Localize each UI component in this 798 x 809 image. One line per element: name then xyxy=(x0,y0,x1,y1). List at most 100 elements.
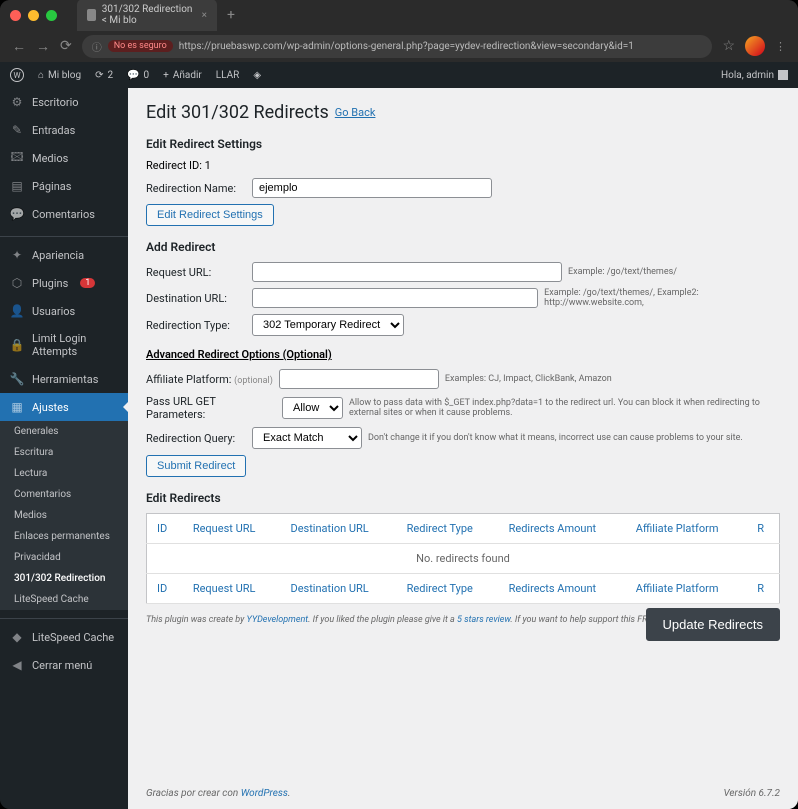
litespeed-icon[interactable]: ◈ xyxy=(253,70,261,81)
browser-menu-icon[interactable]: ⋮ xyxy=(775,40,786,53)
redir-query-select[interactable]: Exact Match xyxy=(252,427,362,449)
menu-label: Páginas xyxy=(32,180,71,193)
sidebar-subitem[interactable]: Lectura xyxy=(0,463,128,484)
minimize-window[interactable] xyxy=(28,10,39,21)
table-header[interactable]: Destination URL xyxy=(280,574,396,604)
browser-tab[interactable]: 301/302 Redirection < Mi blo × xyxy=(77,0,217,31)
pass-get-select[interactable]: Allow xyxy=(282,397,343,419)
request-url-input[interactable] xyxy=(252,262,562,282)
sidebar-item[interactable]: ▤ Páginas xyxy=(0,172,128,200)
menu-icon: ▤ xyxy=(10,179,24,193)
sidebar-subitem[interactable]: Enlaces permanentes xyxy=(0,526,128,547)
table-header[interactable]: ID xyxy=(147,514,183,544)
close-window[interactable] xyxy=(10,10,21,21)
insecure-badge: No es seguro xyxy=(108,40,173,52)
sidebar-item[interactable]: ⚙Escritorio xyxy=(0,88,128,116)
sidebar-item[interactable]: ◀Cerrar menú xyxy=(0,651,128,679)
menu-label: Entradas xyxy=(32,124,75,137)
updates-link[interactable]: ⟳ 2 xyxy=(95,70,113,81)
menu-label: Limit Login Attempts xyxy=(32,332,118,358)
table-header[interactable]: Affiliate Platform xyxy=(626,574,747,604)
llar-link[interactable]: LLAR xyxy=(216,70,240,81)
menu-label: Apariencia xyxy=(32,249,84,262)
menu-icon: ✎ xyxy=(10,123,24,137)
sidebar-item[interactable]: ✦Apariencia xyxy=(0,241,128,269)
redirect-id-label: Redirect ID: 1 xyxy=(146,159,211,172)
redirects-table: IDRequest URLDestination URLRedirect Typ… xyxy=(146,513,780,604)
sidebar-item[interactable]: 🔧Herramientas xyxy=(0,365,128,393)
maximize-window[interactable] xyxy=(46,10,57,21)
redirection-name-input[interactable] xyxy=(252,178,492,198)
sidebar-subitem[interactable]: 301/302 Redirection xyxy=(0,568,128,589)
redir-query-label: Redirection Query: xyxy=(146,432,246,445)
menu-label: Plugins xyxy=(32,277,68,290)
menu-icon: 🔒 xyxy=(10,338,24,352)
sidebar-subitem[interactable]: Privacidad xyxy=(0,547,128,568)
site-link[interactable]: ⌂ Mi blog xyxy=(38,70,81,81)
menu-icon: 👤 xyxy=(10,304,24,318)
sidebar-subitem[interactable]: LiteSpeed Cache xyxy=(0,589,128,610)
back-icon[interactable]: ← xyxy=(12,38,26,55)
table-header[interactable]: Redirects Amount xyxy=(499,514,626,544)
wordpress-link[interactable]: WordPress xyxy=(241,788,288,799)
affiliate-hint: Examples: CJ, Impact, ClickBank, Amazon xyxy=(445,374,612,384)
url-field[interactable]: ⓘ No es seguro https://pruebaswp.com/wp-… xyxy=(82,35,713,58)
wp-logo-icon[interactable]: W xyxy=(10,68,24,82)
new-tab-button[interactable]: + xyxy=(219,3,243,27)
menu-label: Comentarios xyxy=(32,208,95,221)
sidebar-subitem[interactable]: Escritura xyxy=(0,442,128,463)
avatar-icon xyxy=(778,70,788,80)
admin-sidebar: ⚙Escritorio ✎ Entradas 🖾Medios ▤ Páginas 💬Come… xyxy=(0,88,128,809)
update-redirects-button[interactable]: Update Redirects xyxy=(646,608,780,641)
add-new-link[interactable]: + Añadir xyxy=(163,70,202,81)
forward-icon[interactable]: → xyxy=(36,38,50,55)
table-header[interactable]: R xyxy=(747,574,779,604)
affiliate-input[interactable] xyxy=(279,369,439,389)
table-header[interactable]: ID xyxy=(147,574,183,604)
dest-url-input[interactable] xyxy=(252,288,538,308)
menu-icon: ◀ xyxy=(10,658,24,672)
sidebar-item[interactable]: 👤Usuarios xyxy=(0,297,128,325)
dest-url-hint: Example: /go/text/themes/, Example2: htt… xyxy=(544,288,780,308)
wp-footer: Gracias por crear con WordPress. Versión… xyxy=(128,778,798,809)
version-label: Versión 6.7.2 xyxy=(723,788,780,799)
redirection-name-label: Redirection Name: xyxy=(146,182,246,195)
table-header[interactable]: Affiliate Platform xyxy=(626,514,747,544)
sidebar-subitem[interactable]: Medios xyxy=(0,505,128,526)
sidebar-item[interactable]: ⬡Plugins1 xyxy=(0,269,128,297)
badge: 1 xyxy=(80,278,95,288)
sidebar-item[interactable]: ▦Ajustes xyxy=(0,393,128,421)
request-url-hint: Example: /go/text/themes/ xyxy=(568,267,677,277)
sidebar-item[interactable]: 🔒 Limit Login Attempts xyxy=(0,325,128,365)
edit-settings-button[interactable]: Edit Redirect Settings xyxy=(146,204,274,226)
submit-redirect-button[interactable]: Submit Redirect xyxy=(146,455,246,477)
pass-get-label: Pass URL GET Parameters: xyxy=(146,395,276,421)
table-header[interactable]: Redirects Amount xyxy=(499,574,626,604)
sidebar-item[interactable]: ◆LiteSpeed Cache xyxy=(0,623,128,651)
sidebar-item[interactable]: 💬Comentarios xyxy=(0,200,128,228)
table-header[interactable]: Redirect Type xyxy=(397,574,499,604)
sidebar-item[interactable]: 🖾Medios xyxy=(0,144,128,172)
sidebar-item[interactable]: ✎ Entradas xyxy=(0,116,128,144)
account-link[interactable]: Hola, admin xyxy=(721,70,788,81)
redir-type-select[interactable]: 302 Temporary Redirect xyxy=(252,314,404,336)
sidebar-subitem[interactable]: Comentarios xyxy=(0,484,128,505)
menu-label: Medios xyxy=(32,152,68,165)
table-header[interactable]: Destination URL xyxy=(280,514,396,544)
sidebar-subitem[interactable]: Generales xyxy=(0,421,128,442)
table-header[interactable]: Request URL xyxy=(183,514,281,544)
review-link[interactable]: 5 stars review xyxy=(457,615,510,625)
table-header[interactable]: Request URL xyxy=(183,574,281,604)
table-header[interactable]: Redirect Type xyxy=(397,514,499,544)
tab-close-icon[interactable]: × xyxy=(202,10,207,21)
tab-title: 301/302 Redirection < Mi blo xyxy=(102,4,196,26)
go-back-link[interactable]: Go Back xyxy=(335,106,376,119)
table-header[interactable]: R xyxy=(747,514,779,544)
yydev-link[interactable]: YYDevelopment xyxy=(247,615,309,625)
reload-icon[interactable]: ⟳ xyxy=(60,38,72,54)
profile-avatar[interactable] xyxy=(745,36,765,56)
comments-link[interactable]: 💬 0 xyxy=(127,70,149,81)
section-advanced: Advanced Redirect Options (Optional) xyxy=(146,348,780,361)
bookmark-icon[interactable]: ☆ xyxy=(722,38,735,54)
tab-favicon xyxy=(87,9,96,21)
